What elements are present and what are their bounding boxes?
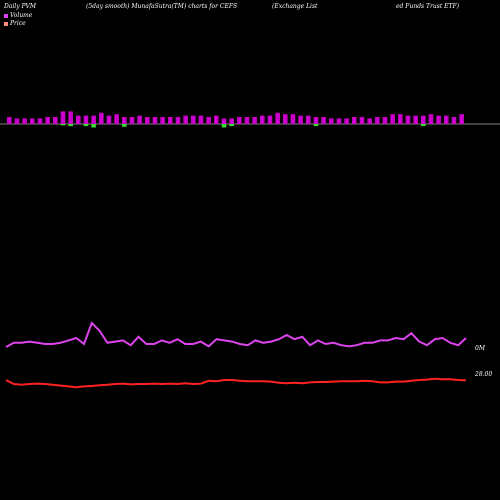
volume-bar-up <box>37 118 43 124</box>
volume-bar-up <box>83 115 89 124</box>
volume-bar-up <box>329 118 334 124</box>
volume-bar-up <box>252 117 257 124</box>
volume-bar-up <box>60 111 66 124</box>
volume-bar-up <box>267 115 273 124</box>
legend-price: Price <box>4 20 26 27</box>
volume-bar-down <box>68 124 73 127</box>
legend-volume: Volume <box>4 12 32 19</box>
volume-bar-down <box>421 124 426 127</box>
volume-axis-label: 0M <box>475 345 486 352</box>
volume-bar-up <box>175 117 181 124</box>
volume-bar-up <box>459 114 464 124</box>
chart-header-left: Daily PVM <box>4 3 37 10</box>
volume-bar-down <box>229 124 234 127</box>
volume-bar-up <box>191 115 196 124</box>
chart-header-smooth: (5day smooth) MunafaSutra(TM) charts for… <box>86 3 238 10</box>
volume-bar-up <box>290 114 296 124</box>
volume-bar-up <box>145 117 150 124</box>
volume-bar-up <box>260 115 265 124</box>
volume-bar-up <box>275 112 280 124</box>
volume-bar-up <box>375 117 380 124</box>
volume-bar-up <box>91 115 96 124</box>
volume-bar-up <box>336 118 342 124</box>
volume-bar-down <box>313 124 319 127</box>
volume-bar-up <box>367 118 372 124</box>
volume-bar-up <box>7 117 12 124</box>
volume-bar-up <box>160 117 165 124</box>
volume-bar-up <box>30 118 35 124</box>
legend-price-swatch <box>4 21 8 26</box>
volume-bar-up <box>229 118 234 124</box>
volume-bar-up <box>436 115 441 124</box>
volume-bar-up <box>413 115 418 124</box>
volume-bar-up <box>283 114 288 124</box>
volume-bar-up <box>152 117 158 124</box>
volume-bar-up <box>398 114 403 124</box>
volume-bar-up <box>306 115 311 124</box>
chart-header-name-part2: ed Funds Trust ETF) <box>396 3 460 10</box>
volume-bar-up <box>168 117 173 124</box>
price-line <box>5 377 467 389</box>
volume-bar-down <box>122 124 127 127</box>
volume-bar-up <box>53 117 58 124</box>
volume-bar-up <box>129 117 135 124</box>
volume-bar-up <box>183 115 188 124</box>
volume-bar-up <box>68 111 73 124</box>
volume-bar-up <box>45 117 50 124</box>
volume-bar-up <box>444 115 449 124</box>
volume-bar-up <box>122 117 127 124</box>
volume-bar-up <box>221 118 227 124</box>
legend-volume-swatch <box>4 13 8 18</box>
volume-bar-up <box>214 115 219 124</box>
volume-bar-up <box>14 118 20 124</box>
volume-bar-up <box>99 112 104 124</box>
volume-bar-up <box>359 117 365 124</box>
volume-bar-up <box>198 115 204 124</box>
volume-bar-down <box>221 124 227 128</box>
volume-bar-up <box>313 117 319 124</box>
volume-bar-up <box>298 115 303 124</box>
volume-bar-up <box>321 117 326 124</box>
volume-bar-up <box>237 117 242 124</box>
volume-bar-up <box>421 115 426 124</box>
volume-bar-up <box>451 117 457 124</box>
volume-bar-up <box>428 114 434 124</box>
volume-bar-up <box>114 114 119 124</box>
volume-bar-down <box>60 124 66 126</box>
volume-bar-up <box>206 117 211 124</box>
volume-line <box>5 321 467 348</box>
volume-bar-up <box>106 115 112 124</box>
volume-bar-down <box>83 124 89 127</box>
chart-header-name-part1: (Exchange List <box>272 3 318 10</box>
volume-bar-up <box>22 118 27 124</box>
volume-bar-up <box>137 115 142 124</box>
volume-bar-up <box>76 115 81 124</box>
volume-bar-up <box>244 117 250 124</box>
volume-bar-up <box>352 117 357 124</box>
volume-bar-up <box>405 115 411 124</box>
volume-bar-down <box>91 124 96 128</box>
legend-price-label: Price <box>10 20 26 27</box>
volume-bar-up <box>390 114 395 124</box>
price-axis-label: 28.00 <box>474 371 492 378</box>
volume-bar-up <box>382 117 388 124</box>
volume-bar-up <box>344 118 349 124</box>
legend-volume-label: Volume <box>10 12 33 19</box>
